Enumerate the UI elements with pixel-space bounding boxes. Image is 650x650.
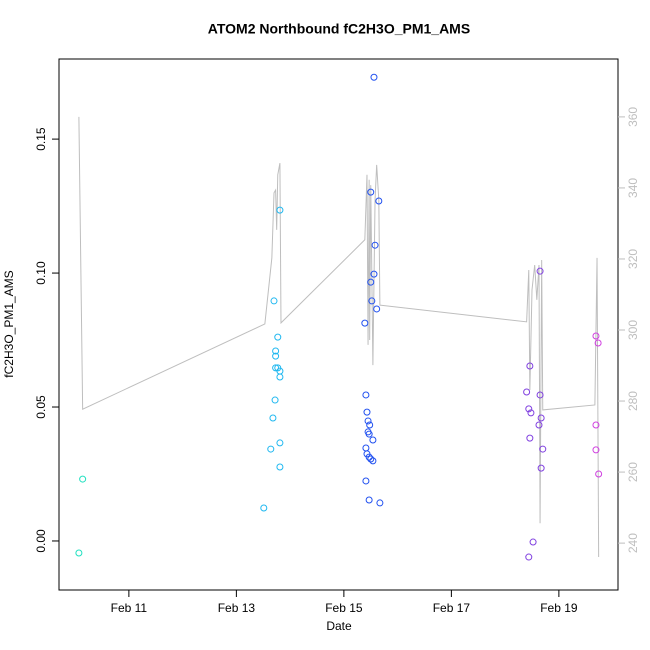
point xyxy=(594,339,602,347)
plot-frame xyxy=(58,58,619,591)
chart-title: ATOM2 Northbound fC2H3O_PM1_AMS xyxy=(208,21,470,37)
point xyxy=(365,453,373,461)
point xyxy=(366,421,374,429)
point xyxy=(375,197,383,205)
point xyxy=(276,373,284,381)
point xyxy=(75,549,83,557)
point xyxy=(269,414,277,422)
point xyxy=(367,455,375,463)
y-tick-label: 0.05 xyxy=(34,395,48,419)
point xyxy=(529,538,537,546)
point xyxy=(369,436,377,444)
y-axis-label: fC2H3O_PM1_AMS xyxy=(2,270,16,377)
point xyxy=(525,405,533,413)
y2-tick-label: 240 xyxy=(626,533,640,553)
y-tick-label: 0.15 xyxy=(34,127,48,151)
point xyxy=(272,347,280,355)
x-tick-label: Feb 17 xyxy=(433,601,471,615)
x-tick-label: Feb 13 xyxy=(218,601,256,615)
point xyxy=(370,270,378,278)
point xyxy=(363,408,371,416)
point xyxy=(367,188,375,196)
point xyxy=(592,446,600,454)
point xyxy=(539,445,547,453)
point xyxy=(592,421,600,429)
y2-tick-label: 300 xyxy=(626,320,640,340)
point xyxy=(527,409,535,417)
point xyxy=(276,463,284,471)
y2-tick-label: 340 xyxy=(626,178,640,198)
point xyxy=(260,504,268,512)
point xyxy=(271,396,279,404)
point xyxy=(523,388,531,396)
point xyxy=(276,439,284,447)
point xyxy=(364,417,372,425)
y-tick-label: 0.10 xyxy=(34,261,48,285)
point xyxy=(362,391,370,399)
point xyxy=(376,499,384,507)
y2-tick-label: 360 xyxy=(626,107,640,127)
point xyxy=(79,475,87,483)
point xyxy=(365,430,373,438)
point xyxy=(369,457,377,465)
point xyxy=(526,362,534,370)
point xyxy=(526,434,534,442)
point xyxy=(367,278,375,286)
point xyxy=(361,319,369,327)
point xyxy=(535,421,543,429)
y2-tick-label: 320 xyxy=(626,249,640,269)
point xyxy=(272,352,280,360)
y-tick-label: 0.00 xyxy=(34,529,48,553)
point xyxy=(536,267,544,275)
point xyxy=(537,414,545,422)
point xyxy=(365,496,373,504)
y2-tick-label: 260 xyxy=(626,462,640,482)
x-tick-label: Feb 15 xyxy=(325,601,363,615)
point xyxy=(370,73,378,81)
point xyxy=(362,477,370,485)
point xyxy=(373,305,381,313)
point xyxy=(595,470,603,478)
point xyxy=(536,391,544,399)
y2-tick-label: 280 xyxy=(626,391,640,411)
point xyxy=(274,333,282,341)
point xyxy=(368,297,376,305)
x-axis-label: Date xyxy=(326,619,352,633)
point xyxy=(270,297,278,305)
point xyxy=(267,445,275,453)
point xyxy=(592,332,600,340)
point xyxy=(371,241,379,249)
point xyxy=(276,206,284,214)
point xyxy=(537,464,545,472)
x-tick-label: Feb 19 xyxy=(540,601,578,615)
x-tick-label: Feb 11 xyxy=(111,601,148,615)
point xyxy=(525,553,533,561)
